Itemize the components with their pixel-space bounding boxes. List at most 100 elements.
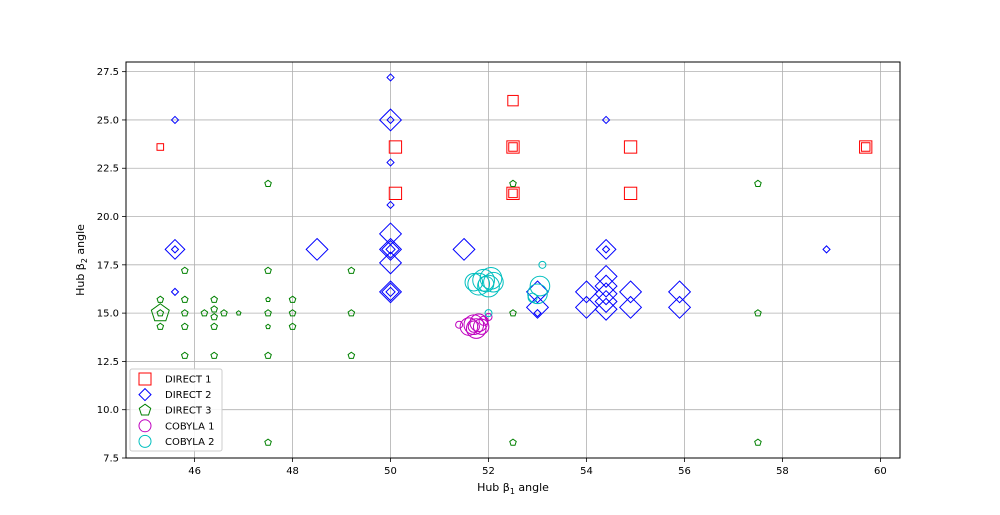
data-point [484,309,493,318]
data-point [264,438,272,446]
data-point [388,186,403,201]
legend-label: DIRECT 1 [165,375,212,386]
data-point [506,140,520,154]
data-point [859,140,873,154]
data-point [381,282,400,302]
data-point [264,351,272,359]
series-direct-3 [150,179,762,446]
data-point [623,186,638,201]
data-point [506,186,520,201]
data-point [156,295,165,303]
x-tick-label: 46 [188,466,201,477]
data-point [386,158,395,167]
data-point [595,238,617,260]
x-tick-label: 54 [580,466,593,477]
data-point [170,245,180,254]
x-tick-label: 60 [874,466,887,477]
data-point [156,309,165,317]
legend-marker [138,403,152,416]
data-point [452,237,476,261]
data-point [601,115,611,125]
data-point [527,283,548,305]
series-direct-2 [164,73,831,321]
data-point [477,274,500,298]
data-point [538,260,547,269]
y-tick-label: 20.0 [97,212,119,223]
data-point [264,309,272,317]
legend-label: COBYLA 2 [165,437,214,448]
data-point [347,309,356,317]
data-point [288,322,297,330]
legend-box [129,368,223,452]
x-tick-label: 56 [678,466,691,477]
data-point [378,251,403,275]
data-point [210,295,218,303]
y-axis-label: Hub β2 angle [74,224,89,296]
x-tick-label: 52 [482,466,495,477]
axis-ticks: 46 48 50 52 54 56 58 60 7.5 10.0 12.5 15.0 17.5 20.0 2… [97,67,887,477]
data-point [667,280,692,304]
data-point [574,280,599,304]
data-point [529,275,551,297]
data-point [594,264,618,288]
data-point [265,323,271,330]
data-point [754,309,762,317]
data-point [594,289,618,314]
data-point [477,275,495,293]
data-point [378,108,403,132]
data-point [388,140,403,154]
data-point [288,309,297,317]
y-tick-label: 27.5 [97,67,119,78]
data-point [754,179,762,187]
data-point [180,295,189,303]
data-point [381,239,400,259]
legend-label: DIRECT 2 [165,390,212,401]
plot-area-frame [125,61,901,459]
data-point [156,143,165,151]
legend-marker [138,387,152,402]
data-point [264,266,272,274]
data-point [822,245,831,254]
data-point [483,271,504,293]
data-point [479,267,503,290]
data-point [386,115,395,125]
data-point [235,310,242,316]
data-point [619,280,643,304]
data-point [525,295,550,319]
data-point [509,179,517,187]
legend-label: DIRECT 3 [165,406,212,417]
data-point [264,179,272,187]
data-point [170,287,180,297]
data-point [347,266,356,274]
data-point [509,309,517,317]
legend-marker [138,372,152,386]
data-point [305,237,329,261]
data-point [156,322,165,330]
data-point [463,314,485,336]
data-point [508,188,518,199]
x-tick-label: 50 [384,466,397,477]
data-point [386,200,395,210]
data-series [150,73,873,446]
data-point [533,308,542,318]
data-point [455,320,464,329]
data-point [467,272,491,296]
data-point [619,295,643,319]
data-point [180,351,189,359]
data-point [378,237,403,261]
data-point [594,274,618,298]
series-cobyla-2 [464,260,551,318]
data-point [623,140,638,154]
data-point [472,318,490,335]
data-point [180,322,189,330]
data-point [180,266,189,274]
data-point [465,318,487,339]
data-point [601,245,611,254]
x-axis-label: Hub β1 angle [477,481,549,496]
legend-label: COBYLA 1 [165,421,214,432]
data-point [754,438,762,446]
data-point [288,295,297,303]
y-tick-label: 25.0 [97,115,119,126]
data-point [594,297,618,321]
